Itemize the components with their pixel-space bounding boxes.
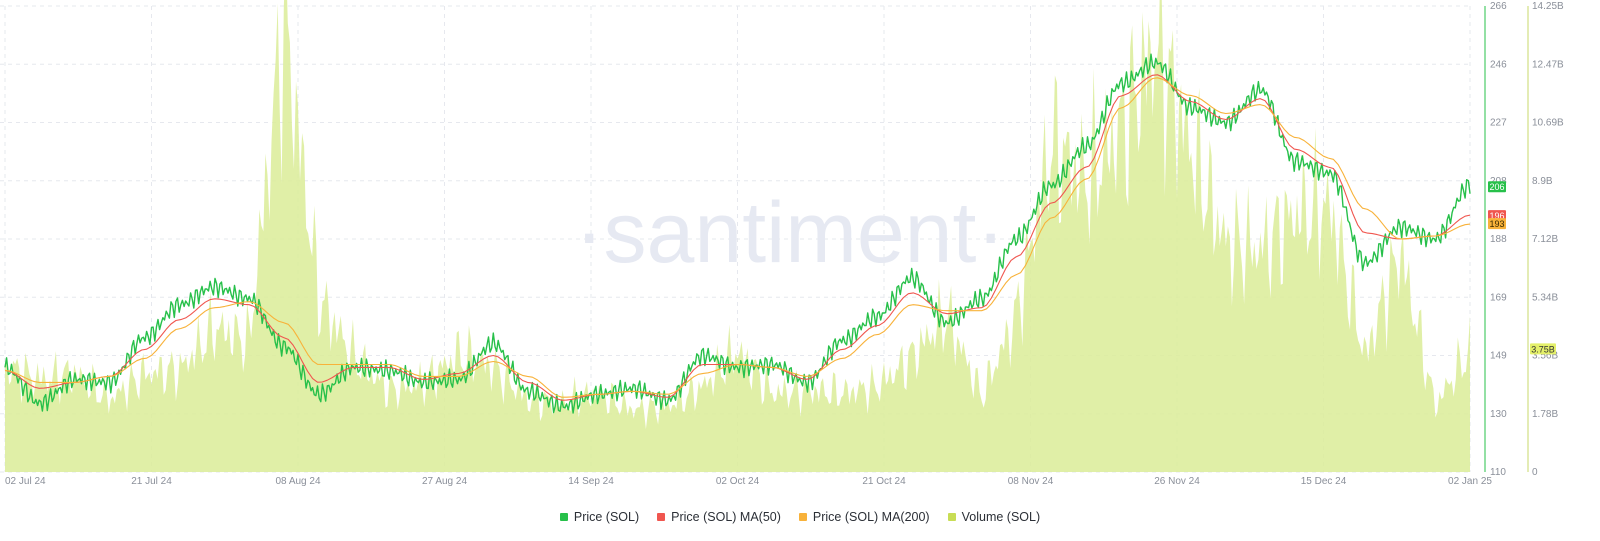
legend-swatch-price [559, 513, 568, 521]
volume-tick-label: 0 [1532, 467, 1538, 478]
legend-label-price: Price (SOL) [573, 510, 640, 524]
volume-tick-label: 8.9B [1532, 176, 1553, 187]
price-tick-label: 266 [1490, 1, 1507, 12]
x-tick-label: 27 Aug 24 [422, 476, 467, 487]
legend-item-ma50[interactable]: Price (SOL) MA(50) [657, 510, 781, 524]
legend-swatch-ma200 [798, 513, 807, 521]
volume-tick-label: 12.47B [1532, 59, 1564, 70]
x-tick-label: 08 Nov 24 [1008, 476, 1054, 487]
volume-last-badge-bg [1530, 343, 1556, 355]
x-tick-label: 26 Nov 24 [1154, 476, 1200, 487]
x-tick-label: 21 Oct 24 [862, 476, 906, 487]
legend-item-price[interactable]: Price (SOL) [559, 510, 640, 524]
price-tick-label: 149 [1490, 351, 1507, 362]
ma200-last-badge-bg [1488, 218, 1506, 230]
volume-tick-label: 1.78B [1532, 409, 1558, 420]
price-tick-label: 169 [1490, 292, 1507, 303]
ma200-last-badge: 193 [1489, 219, 1504, 229]
price-tick-label: 130 [1490, 409, 1507, 420]
series-lines [4, 53, 1471, 414]
x-tick-label: 08 Aug 24 [275, 476, 320, 487]
ma50-last-badge: 196 [1489, 211, 1504, 221]
volume-tick-label: 3.56B [1532, 351, 1558, 362]
legend-label-volume: Volume (SOL) [961, 510, 1041, 524]
legend: Price (SOL) Price (SOL) MA(50) Price (SO… [0, 510, 1600, 524]
ma200-series-line [4, 77, 1471, 398]
volume-tick-label: 10.69B [1532, 118, 1564, 129]
x-tick-label: 15 Dec 24 [1301, 476, 1347, 487]
x-tick-label: 02 Oct 24 [716, 476, 760, 487]
price-last-badge-bg [1488, 181, 1506, 193]
volume-series [5, 0, 1470, 472]
volume-tick-label: 7.12B [1532, 234, 1558, 245]
legend-item-volume[interactable]: Volume (SOL) [947, 510, 1041, 524]
volume-last-badge: 3.75B [1531, 344, 1555, 354]
legend-label-ma200: Price (SOL) MA(200) [812, 510, 930, 524]
price-last-badge: 206 [1489, 182, 1504, 192]
legend-swatch-volume [947, 513, 956, 521]
volume-tick-label: 14.25B [1532, 1, 1564, 12]
volume-tick-label: 5.34B [1532, 292, 1558, 303]
price-tick-label: 246 [1490, 59, 1507, 70]
volume-area [5, 0, 1470, 472]
x-tick-label: 02 Jul 24 [5, 476, 46, 487]
x-tick-label: 14 Sep 24 [568, 476, 614, 487]
price-series-line [4, 53, 1471, 414]
price-tick-label: 227 [1490, 118, 1507, 129]
legend-swatch-ma50 [657, 513, 666, 521]
axes: 26624622720818816914913011014.25B12.47B1… [5, 1, 1564, 487]
legend-label-ma50: Price (SOL) MA(50) [671, 510, 781, 524]
x-tick-label: 02 Jan 25 [1448, 476, 1492, 487]
santiment-watermark: ·santiment· [575, 185, 1005, 281]
legend-item-ma200[interactable]: Price (SOL) MA(200) [798, 510, 930, 524]
price-tick-label: 188 [1490, 234, 1507, 245]
price-tick-label: 110 [1490, 467, 1506, 478]
x-tick-label: 21 Jul 24 [131, 476, 172, 487]
